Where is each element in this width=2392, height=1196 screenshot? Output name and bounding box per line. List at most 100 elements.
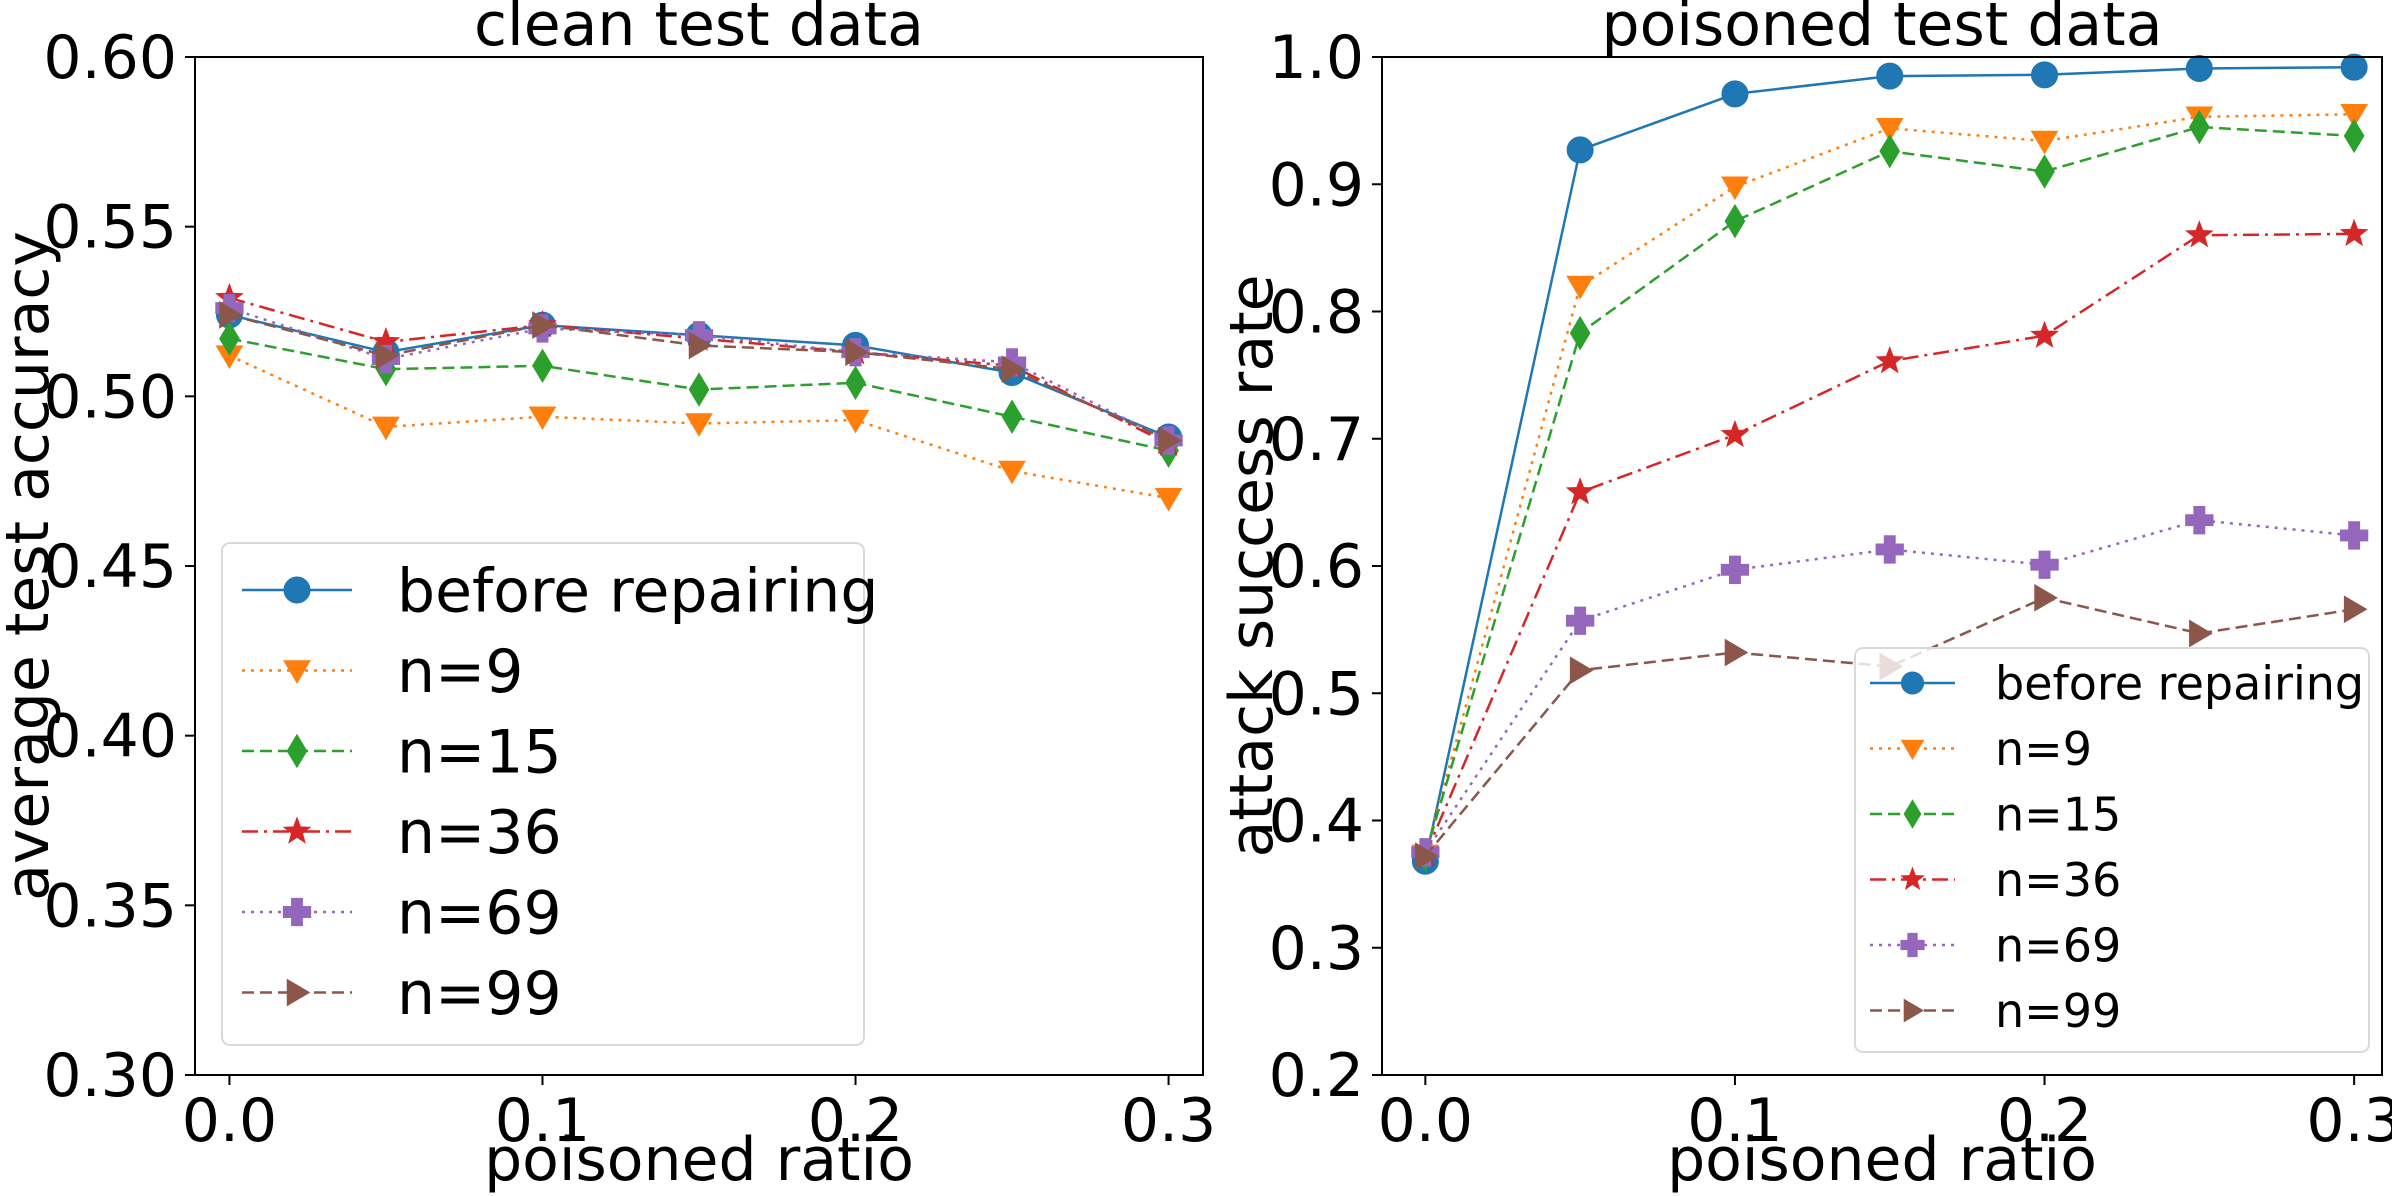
plot2-point-n-99-6 [2343,595,2368,624]
plot2-legend-item-n-9: n=9 [1870,722,2092,776]
plot2-legend-marker-before-repairing [1900,671,1925,695]
plot2-x-tick-label: 0.2 [1997,1086,2092,1156]
plot2-legend-label-n-99: n=99 [1995,984,2121,1038]
plot1-point-n-99-4 [845,338,869,367]
plot2-title: poisoned test data [1602,0,2163,60]
plot1-point-n-9-2 [528,406,557,431]
plot1-point-n-9-1 [372,416,400,441]
plot2-point-n-69-3 [1875,535,1904,564]
plot1-legend-marker-n-69 [282,897,312,927]
plot2-point-n-69-2 [1720,555,1750,584]
plot1-legend-marker-n-36 [282,816,312,844]
plot2-point-n-99-0 [1415,842,1439,871]
plot2-point-n-36-3 [1875,346,1905,374]
plot2-legend-label-n-36: n=36 [1995,853,2121,907]
clean-test-data-plot: 0.0 0.1 0.2 0.3 0.30 0.35 0.40 0.45 0.50 0.55 0.60… [0,0,1216,1195]
plot2-y-tick-label: 0.7 [1269,405,1364,475]
plot2-point-n-69-4 [2030,550,2059,579]
plot1-point-n-99-1 [375,341,400,370]
plot1-point-n-15-2 [532,348,553,384]
plot2-series-n-36 [1411,218,2369,868]
plot1-legend-label-n-69: n=69 [397,879,562,949]
plot2-y-tick-label: 0.8 [1269,278,1364,348]
plot1-y-tick-label: 0.40 [43,702,177,772]
plot2-point-n-9-3 [1875,118,1904,142]
plot2-y-tick-label: 0.2 [1269,1041,1364,1111]
plot2-point-n-15-3 [1879,133,1901,169]
plot2-point-n-99-5 [2189,619,2213,648]
plot1-legend-item-n-69: n=69 [242,879,562,949]
plot2-point-n-36-5 [2184,220,2214,248]
plot2-point-n-69-5 [2185,506,2214,535]
plot1-point-n-15-4 [845,365,866,400]
plot2-point-n-36-1 [1565,477,1595,505]
plot2-legend-item-n-69: n=69 [1870,919,2121,973]
plot2-point-before-repairing-3 [1876,62,1904,90]
plot1-legend-marker-n-99 [286,978,311,1007]
plot2-y-tick-label: 0.6 [1269,532,1364,602]
poisoned-test-data-plot: 0.0 0.1 0.2 0.3 0.2 0.3 0.4 0.5 0.6 0.7 0.8 0.9 1.0 p… [1217,0,2392,1195]
plot2-point-n-99-2 [1724,638,1749,667]
plot1-series-n-9 [215,345,1183,512]
plot2-legend-label-n-15: n=15 [1995,788,2121,842]
plot2-point-n-9-1 [1566,275,1595,300]
plot2-legend-label-n-9: n=9 [1995,722,2092,776]
plot1-point-n-99-6 [1158,426,1182,455]
plot2-point-n-15-1 [1569,315,1591,351]
plot2-y-tick-label: 0.4 [1269,787,1364,857]
plot1-legend-label-before-repairing: before repairing [397,557,878,627]
plot1-point-n-15-5 [1001,399,1023,434]
plot2-point-n-36-4 [2030,320,2059,348]
plot2-point-before-repairing-6 [2340,53,2368,81]
plot2-y-tick-label: 0.5 [1269,659,1364,729]
plot1-x-tick-label: 0.2 [808,1086,903,1156]
plot1-y-axis-label: average test accuracy [0,231,63,901]
plot2-legend-marker-n-15 [1903,799,1922,829]
plot2-point-n-9-6 [2340,104,2369,128]
plot1-point-n-99-3 [688,331,713,360]
plot2-x-tick-label: 0.3 [2306,1086,2392,1156]
plot1-point-n-9-3 [685,413,713,437]
plot2-point-n-15-4 [2034,154,2055,189]
plot1-legend-item-n-15: n=15 [242,718,562,788]
plot2-legend-marker-n-69 [1900,932,1925,958]
plot2-point-n-9-4 [2030,130,2059,155]
plot2-x-axis-label: poisoned ratio [1667,1125,2097,1195]
plot1-legend-marker-n-15 [286,733,308,769]
plot2-point-n-15-2 [1724,203,1746,239]
plot1-legend-marker-before-repairing [283,576,311,604]
plot2-point-n-99-1 [1569,656,1594,685]
plot2-legend-label-n-69: n=69 [1995,919,2121,973]
plot2-x-tick-label: 0.1 [1687,1086,1782,1156]
plot2-legend-marker-n-36 [1900,866,1925,891]
plot1-series-n-99 [219,301,1182,455]
plot1-legend-label-n-36: n=36 [397,798,562,868]
plot2-point-n-9-2 [1721,176,1749,201]
plot2-legend-item-before-repairing: before repairing [1870,657,2364,711]
plot2-legend-box [1854,647,2370,1053]
plot1-y-tick-label: 0.55 [43,193,177,263]
plot1-legend-label-n-15: n=15 [397,718,562,788]
plot2-point-before-repairing-2 [1721,80,1749,108]
plot1-y-tick-label: 0.60 [43,23,177,93]
plot2-point-n-36-6 [2339,218,2369,247]
plot2-point-n-69-1 [1565,606,1595,635]
plot1-point-n-99-2 [532,311,556,339]
plot2-legend-item-n-15: n=15 [1870,788,2121,842]
plot2-legend-marker-n-99 [1903,998,1924,1023]
plot1-legend: before repairing n=9 n=15 n=36 n=69 n=99 [221,542,878,1046]
plot2-y-tick-label: 0.3 [1269,914,1364,984]
plot2-point-n-69-6 [2339,521,2369,550]
plot2-point-before-repairing-1 [1566,136,1594,164]
plot1-point-n-9-6 [1154,487,1183,512]
plot1-title: clean test data [474,0,924,60]
plot1-point-n-9-5 [998,460,1026,485]
plot2-point-before-repairing-4 [2031,61,2059,89]
plot1-y-tick-label: 0.50 [43,362,177,432]
plot1-legend-item-before-repairing: before repairing [242,557,878,627]
plot1-point-n-99-5 [1001,355,1026,384]
plot1-legend-marker-n-9 [283,660,311,684]
plot1-legend-item-n-9: n=9 [242,637,523,707]
plot1-legend-label-n-9: n=9 [397,637,523,707]
